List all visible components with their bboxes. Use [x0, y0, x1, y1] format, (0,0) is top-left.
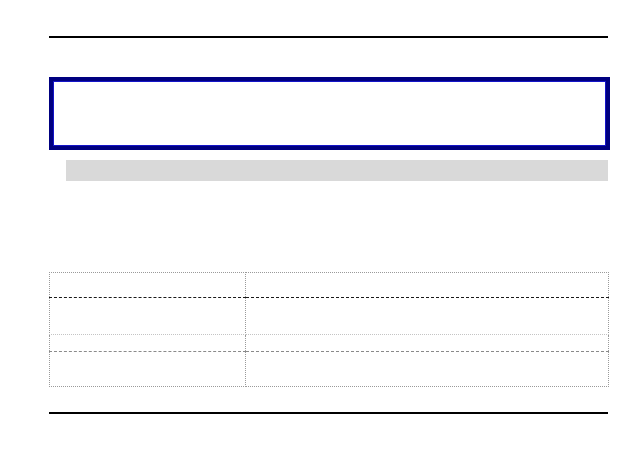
table-cell-value: [245, 297, 609, 335]
bottom-horizontal-rule: [49, 412, 608, 414]
table-row: [49, 272, 609, 298]
data-table: [49, 272, 609, 387]
table-row: [49, 334, 609, 352]
callout-box-text: [53, 81, 606, 103]
table-row: [49, 297, 609, 335]
table-cell-value: [245, 334, 609, 352]
top-horizontal-rule: [49, 36, 608, 38]
table-cell-value: [245, 272, 609, 298]
table-cell-label: [49, 272, 246, 298]
table-cell-label: [49, 334, 246, 352]
table-cell-value: [245, 351, 609, 387]
table-cell-label: [49, 351, 246, 387]
callout-box: [49, 77, 610, 150]
grey-highlight-band-text: [66, 160, 608, 166]
table-row: [49, 351, 609, 387]
grey-highlight-band: [66, 160, 608, 181]
table-cell-label: [49, 297, 246, 335]
